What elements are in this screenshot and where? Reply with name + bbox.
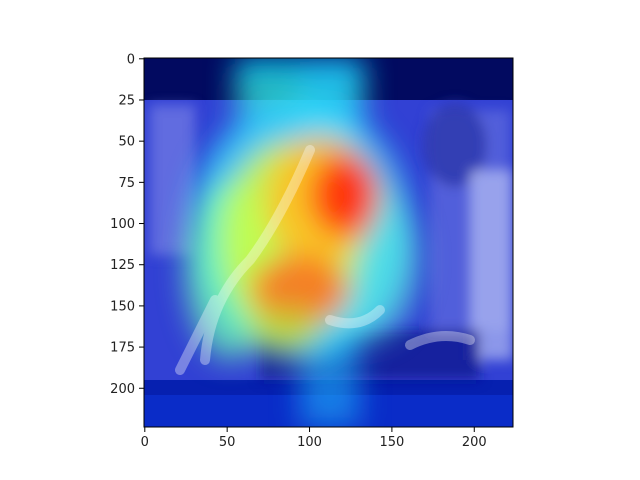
y-tick-label: 175 [110,341,135,356]
y-tick-label: 75 [118,176,135,191]
x-tick-label: 100 [297,435,322,450]
y-tick-label: 0 [127,52,135,67]
x-tick-label: 50 [219,435,236,450]
x-tick-label: 200 [462,435,487,450]
y-tick-label: 50 [118,135,135,150]
plot-frame [143,57,514,428]
heatmap-image [144,58,513,427]
y-tick-label: 150 [110,299,135,314]
x-tick-label: 0 [141,435,149,450]
x-tick-label: 150 [379,435,404,450]
y-axis-ticks: 0 25 50 75 100 125 150 175 200 [110,52,144,397]
y-tick-label: 100 [110,217,135,232]
y-tick-label: 125 [110,258,135,273]
x-axis-ticks: 0 50 100 150 200 [141,427,487,450]
y-tick-label: 200 [110,382,135,397]
y-tick-label: 25 [118,93,135,108]
